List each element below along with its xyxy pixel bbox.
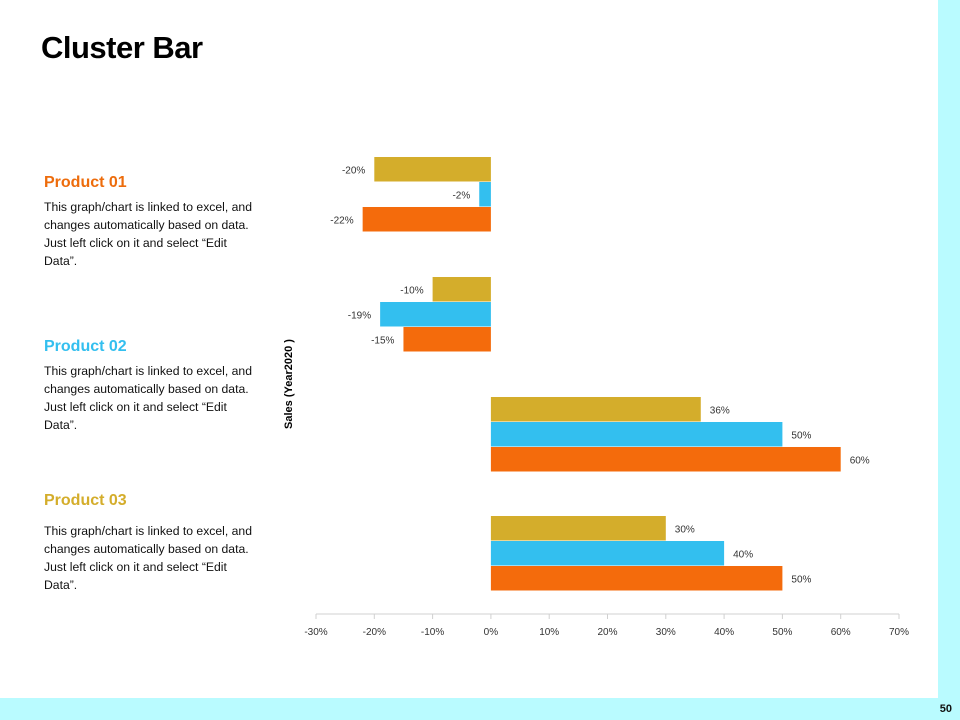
bar	[490, 516, 666, 541]
product-01-block: Product 01 This graph/chart is linked to…	[44, 174, 259, 270]
data-label: 60%	[850, 455, 870, 466]
x-tick-label: -30%	[304, 627, 327, 638]
bar	[490, 422, 783, 447]
bar	[490, 541, 725, 566]
x-tick-label: -10%	[421, 627, 444, 638]
data-label: -22%	[330, 215, 353, 226]
x-tick-label: -20%	[363, 627, 386, 638]
x-tick-label: 20%	[597, 627, 617, 638]
data-label: 40%	[733, 549, 753, 560]
product-02-description: This graph/chart is linked to excel, and…	[44, 364, 252, 432]
data-label: -19%	[348, 310, 371, 321]
right-accent-strip	[938, 0, 960, 720]
data-label: -20%	[342, 165, 365, 176]
page-number: 50	[939, 703, 952, 715]
bottom-accent-strip	[0, 698, 960, 720]
product-01-title: Product 01	[44, 174, 127, 191]
x-tick-label: 60%	[831, 627, 851, 638]
bar	[403, 327, 491, 352]
x-tick-label: 50%	[772, 627, 792, 638]
bar	[490, 566, 783, 591]
x-tick-label: 10%	[539, 627, 559, 638]
data-label: 50%	[791, 430, 811, 441]
data-label: -10%	[400, 285, 423, 296]
bar	[374, 157, 491, 182]
bar	[479, 182, 491, 207]
data-label: -2%	[452, 190, 470, 201]
product-03-block: Product 03 This graph/chart is linked to…	[44, 492, 259, 594]
data-label: 36%	[710, 405, 730, 416]
product-02-block: Product 02 This graph/chart is linked to…	[44, 338, 259, 434]
x-tick-label: 40%	[714, 627, 734, 638]
product-01-description: This graph/chart is linked to excel, and…	[44, 200, 252, 268]
bar	[380, 302, 491, 327]
product-03-description: This graph/chart is linked to excel, and…	[44, 524, 252, 592]
data-label: 30%	[675, 524, 695, 535]
bar	[490, 447, 841, 472]
data-label: 50%	[791, 574, 811, 585]
x-tick-label: 0%	[484, 627, 499, 638]
product-03-title: Product 03	[44, 492, 127, 509]
bar	[490, 397, 701, 422]
product-02-title: Product 02	[44, 338, 127, 355]
bar	[362, 207, 491, 232]
bar	[432, 277, 491, 302]
x-tick-label: 30%	[656, 627, 676, 638]
data-label: -15%	[371, 335, 394, 346]
x-tick-label: 70%	[889, 627, 909, 638]
slide-title: Cluster Bar	[41, 30, 203, 65]
